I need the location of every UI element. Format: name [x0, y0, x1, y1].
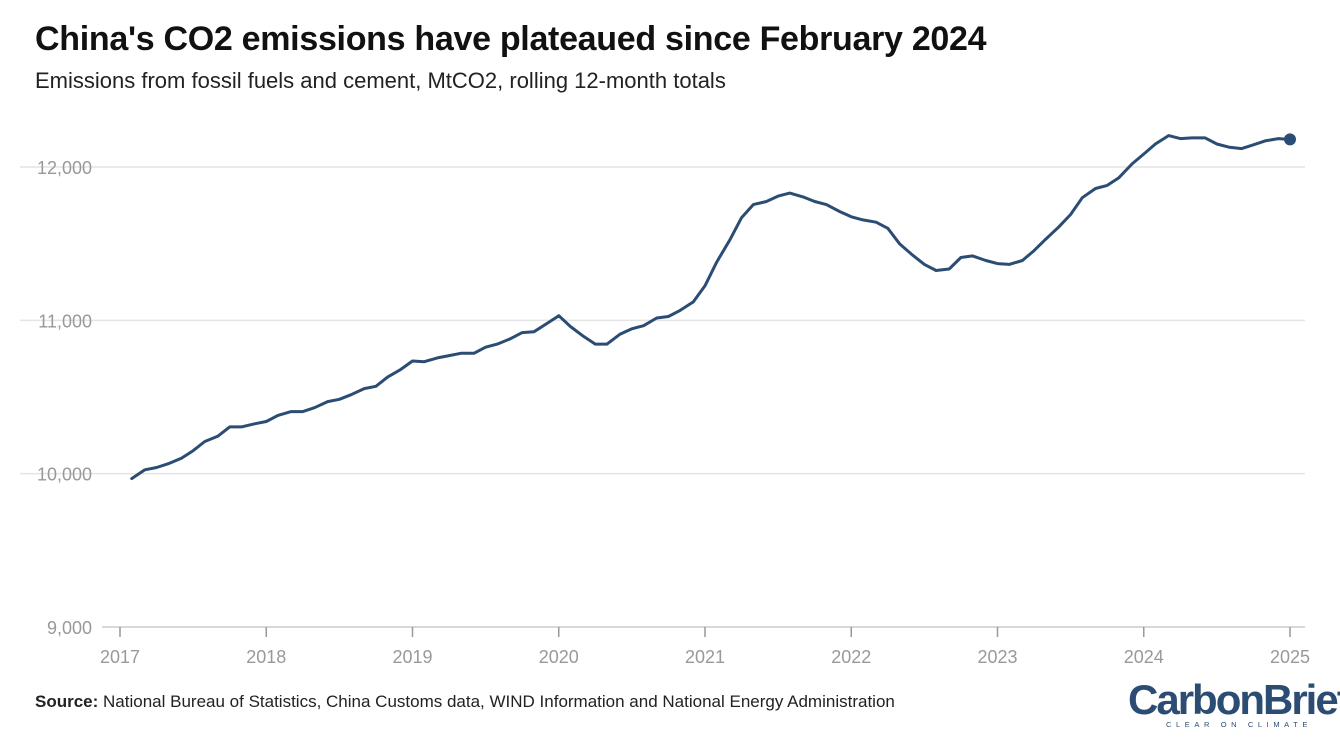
series-layer: [130, 133, 1296, 481]
logo-wordmark: CarbonBrief: [1128, 676, 1340, 723]
x-tick-label: 2019: [392, 647, 432, 667]
y-tick-label: 12,000: [37, 158, 92, 178]
source-text: National Bureau of Statistics, China Cus…: [103, 692, 895, 711]
chart-subtitle: Emissions from fossil fuels and cement, …: [35, 68, 726, 93]
x-tick-label: 2025: [1270, 647, 1310, 667]
x-tick-label: 2017: [100, 647, 140, 667]
x-tick-label: 2023: [977, 647, 1017, 667]
x-tick-label: 2024: [1124, 647, 1164, 667]
carbon-brief-logo[interactable]: CarbonBrief CLEAR ON CLIMATE: [1128, 676, 1340, 734]
end-point-marker: [1284, 133, 1296, 146]
chart-title: China's CO2 emissions have plateaued sin…: [35, 20, 987, 58]
logo-word-carbon: Carbon: [1128, 676, 1265, 723]
y-axis-tick-labels: 9,000 10,000 11,000 12,000: [37, 158, 92, 638]
y-tick-label: 10,000: [37, 465, 92, 485]
x-tick-label: 2018: [246, 647, 286, 667]
logo-tagline: CLEAR ON CLIMATE: [1166, 720, 1312, 729]
source-note: Source: National Bureau of Statistics, C…: [35, 692, 895, 712]
x-tick-label: 2021: [685, 647, 725, 667]
y-tick-label: 11,000: [38, 311, 92, 331]
y-tick-label: 9,000: [47, 618, 92, 638]
logo-word-brief: Brief: [1263, 676, 1340, 723]
x-tick-label: 2020: [539, 647, 579, 667]
x-tick-label: 2022: [831, 647, 871, 667]
x-axis: 2017 2018 2019 2020 2021 2022 2023 2024 2025: [100, 626, 1310, 667]
gridlines: [20, 166, 1305, 475]
source-label: Source:: [35, 692, 99, 711]
line-chart: 9,000 10,000 11,000 12,000 2017 2018 2019 2020…: [20, 133, 1310, 667]
series-line: [130, 134, 1292, 481]
